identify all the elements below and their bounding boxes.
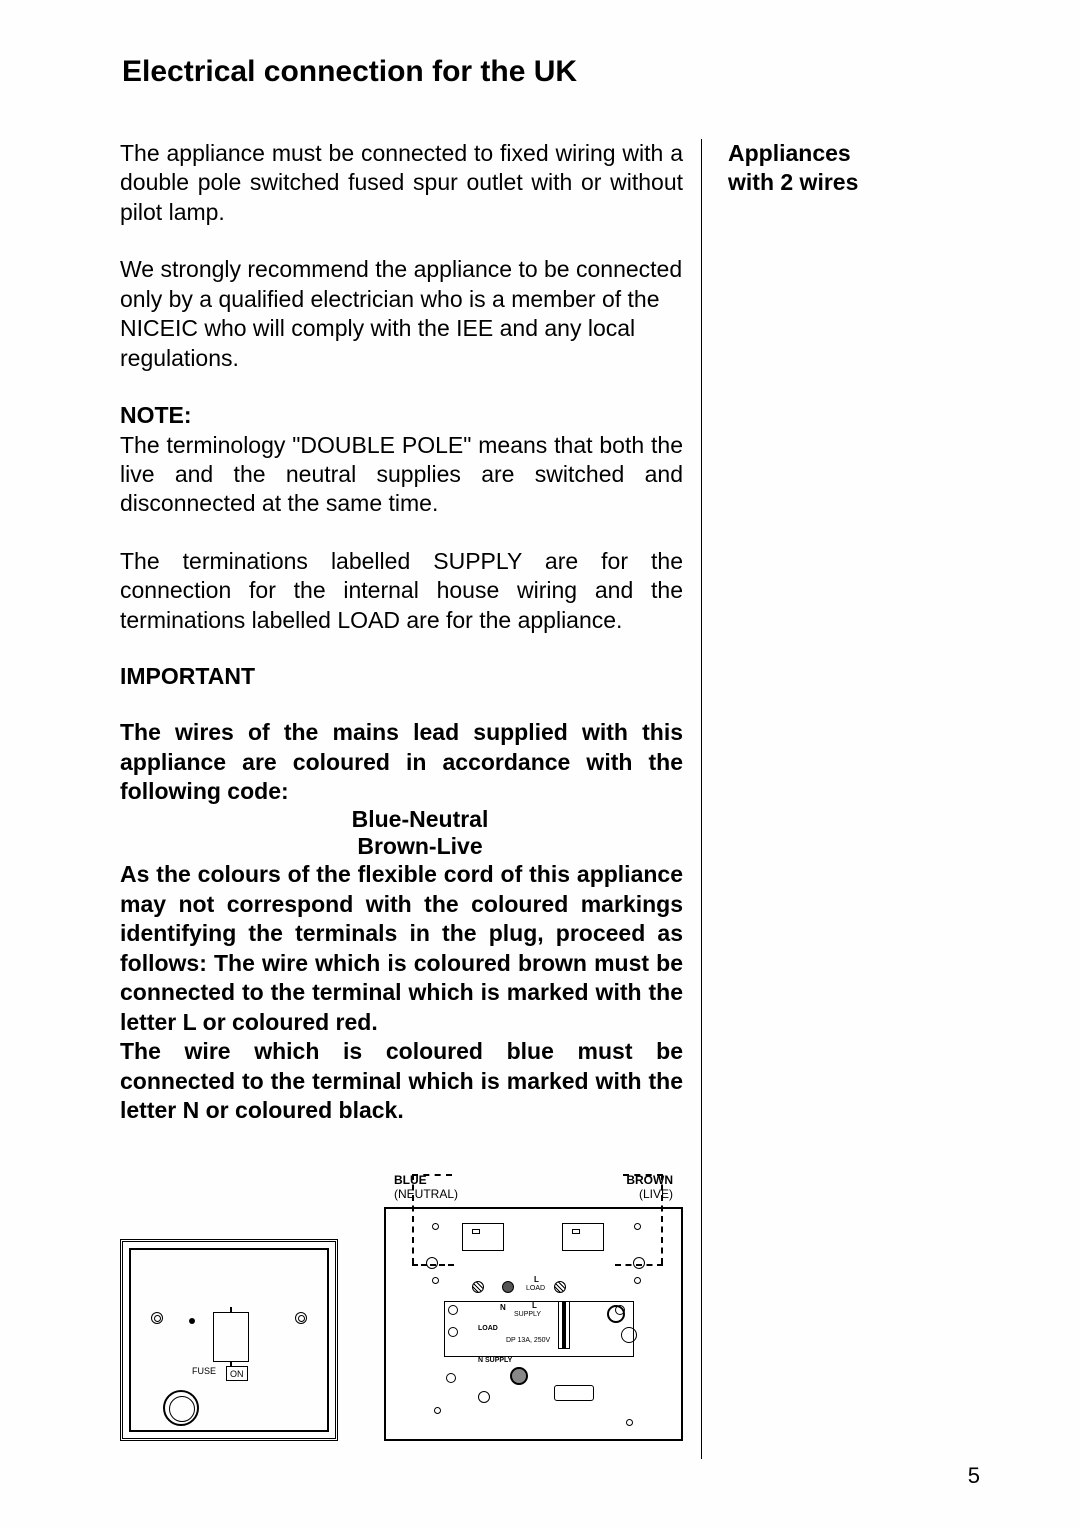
side-heading-1: Appliances <box>728 139 922 168</box>
paragraph-2: We strongly recommend the appliance to b… <box>120 255 683 373</box>
connector-icon <box>634 1277 641 1284</box>
fuse-rectangle <box>213 1312 249 1362</box>
wiring-diagram: BLUE(NEUTRAL) BROWN(LIVE) <box>384 1173 683 1441</box>
earth-icon <box>621 1327 637 1343</box>
page-number: 5 <box>968 1463 980 1489</box>
hole-icon <box>446 1373 456 1383</box>
n-load-label: LOAD <box>478 1325 498 1332</box>
connector-icon <box>432 1223 439 1230</box>
connector-icon <box>634 1223 641 1230</box>
dp-label: DP 13A, 250V <box>506 1337 550 1344</box>
wire-code-blue: Blue-Neutral <box>300 806 540 833</box>
bold-paragraph-2: As the colours of the flexible cord of t… <box>120 860 683 1037</box>
brown-label: BROWN(LIVE) <box>626 1173 673 1201</box>
dashed-line <box>661 1174 663 1264</box>
on-label: ON <box>226 1366 248 1381</box>
n-label: N <box>500 1303 506 1312</box>
small-rect <box>472 1229 480 1234</box>
main-column: The appliance must be connected to fixed… <box>120 139 702 1459</box>
dashed-line <box>412 1174 452 1176</box>
big-terminal-icon <box>510 1367 528 1385</box>
terminal-hatched-icon <box>472 1281 484 1293</box>
diagram-row: FUSE ON BLUE(NEUTRAL) BROWN(LIVE) <box>120 1173 683 1441</box>
paragraph-3: The terminations labelled SUPPLY are for… <box>120 547 683 635</box>
content-row: The appliance must be connected to fixed… <box>120 139 990 1459</box>
blue-label: BLUE(NEUTRAL) <box>394 1173 458 1201</box>
terminal-hatched-icon <box>554 1281 566 1293</box>
bold-paragraph-1: The wires of the mains lead supplied wit… <box>120 718 683 806</box>
important-label: IMPORTANT <box>120 663 683 690</box>
load-label: LOAD <box>526 1285 545 1292</box>
n-supply-label: N SUPPLY <box>478 1357 512 1364</box>
fuse-label: FUSE <box>192 1366 216 1376</box>
screw-icon <box>151 1312 163 1324</box>
note-text: The terminology "DOUBLE POLE" means that… <box>120 432 683 517</box>
paragraph-1: The appliance must be connected to fixed… <box>120 139 683 227</box>
note-block: NOTE: The terminology "DOUBLE POLE" mean… <box>120 401 683 519</box>
terminal-icon <box>478 1391 490 1403</box>
connector-icon <box>434 1407 441 1414</box>
switch-bar <box>562 1301 566 1349</box>
outlet-icon <box>163 1390 199 1426</box>
connector-icon <box>432 1277 439 1284</box>
side-heading-2: with 2 wires <box>728 168 922 197</box>
dot-icon <box>189 1318 195 1324</box>
lower-block <box>444 1301 634 1357</box>
dashed-line <box>623 1174 663 1176</box>
l-supply-label: L <box>532 1301 537 1310</box>
terminal-icon <box>633 1257 645 1269</box>
connector-icon <box>626 1419 633 1426</box>
inner-block <box>462 1223 504 1251</box>
wire-code-brown: Brown-Live <box>300 833 540 860</box>
supply-label: SUPPLY <box>514 1311 541 1318</box>
switch-diagram: FUSE ON <box>120 1239 338 1441</box>
terminal-icon <box>426 1257 438 1269</box>
l-label: L <box>534 1275 539 1284</box>
inner-block <box>562 1223 604 1251</box>
terminal-icon <box>502 1281 514 1293</box>
note-label: NOTE: <box>120 402 192 428</box>
dashed-line <box>412 1174 414 1264</box>
small-rect <box>572 1229 580 1234</box>
clamp <box>554 1385 594 1401</box>
side-column: Appliances with 2 wires <box>722 139 922 1459</box>
bold-paragraph-3: The wire which is coloured blue must be … <box>120 1037 683 1125</box>
page-title: Electrical connection for the UK <box>122 55 990 89</box>
screw-icon <box>295 1312 307 1324</box>
